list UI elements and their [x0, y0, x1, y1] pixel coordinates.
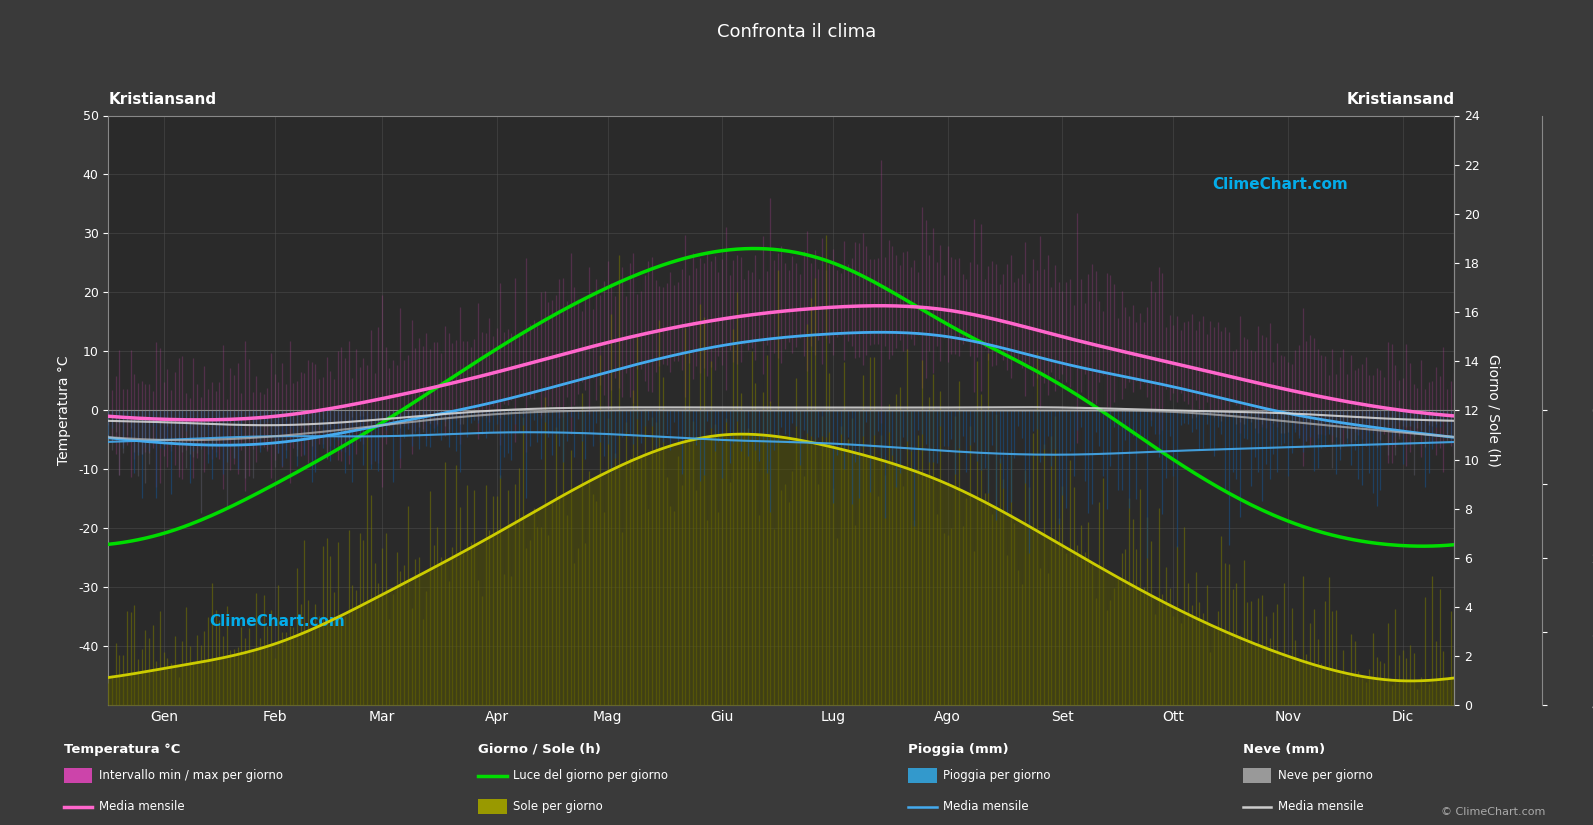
- Text: Media mensile: Media mensile: [99, 800, 185, 813]
- Text: © ClimeChart.com: © ClimeChart.com: [1440, 807, 1545, 817]
- Text: Pioggia (mm): Pioggia (mm): [908, 742, 1008, 756]
- Text: Media mensile: Media mensile: [943, 800, 1029, 813]
- Text: ClimeChart.com: ClimeChart.com: [1212, 177, 1348, 192]
- Text: Pioggia per giorno: Pioggia per giorno: [943, 769, 1050, 782]
- Text: Neve (mm): Neve (mm): [1243, 742, 1325, 756]
- Text: Sole per giorno: Sole per giorno: [513, 800, 602, 813]
- Text: Temperatura °C: Temperatura °C: [64, 742, 180, 756]
- Text: ClimeChart.com: ClimeChart.com: [209, 614, 346, 629]
- Text: Luce del giorno per giorno: Luce del giorno per giorno: [513, 769, 667, 782]
- Text: Giorno / Sole (h): Giorno / Sole (h): [478, 742, 601, 756]
- Text: Intervallo min / max per giorno: Intervallo min / max per giorno: [99, 769, 284, 782]
- Y-axis label: Giorno / Sole (h): Giorno / Sole (h): [1486, 354, 1501, 467]
- Text: Confronta il clima: Confronta il clima: [717, 23, 876, 41]
- Text: Neve per giorno: Neve per giorno: [1278, 769, 1373, 782]
- Text: Kristiansand: Kristiansand: [108, 92, 217, 106]
- Text: Media mensile: Media mensile: [1278, 800, 1364, 813]
- Text: Kristiansand: Kristiansand: [1346, 92, 1454, 106]
- Y-axis label: Temperatura °C: Temperatura °C: [57, 356, 72, 465]
